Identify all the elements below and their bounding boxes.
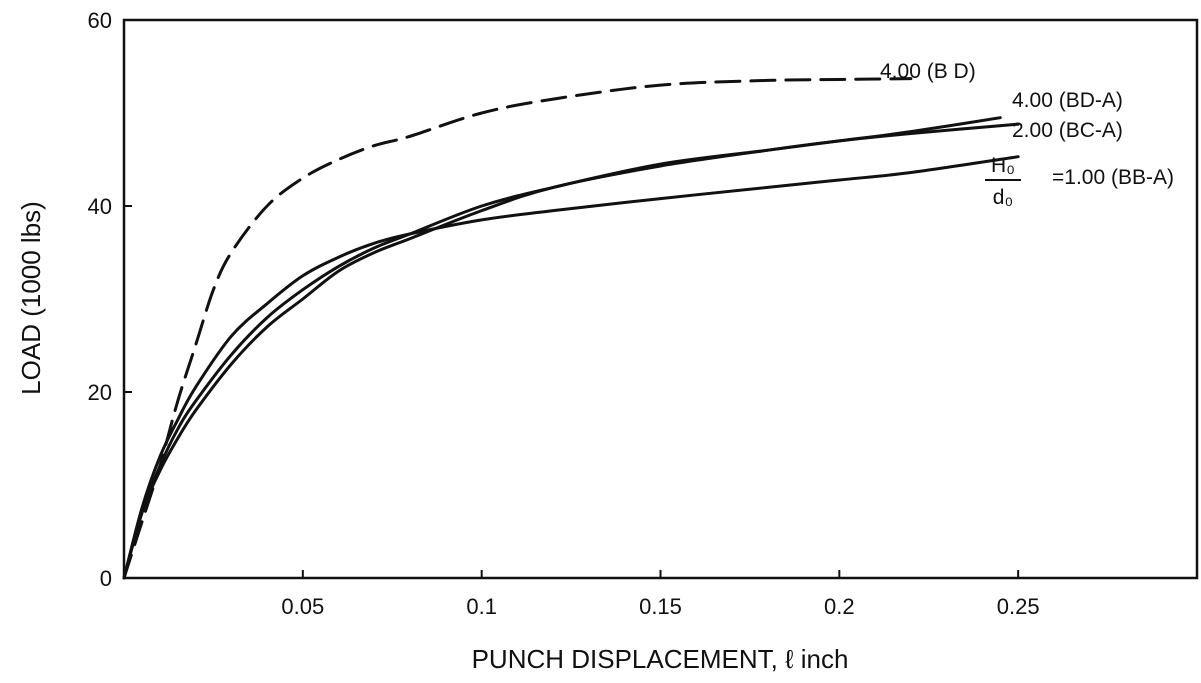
y-tick-label: 20 (88, 380, 112, 405)
fraction-numerator: H₀ (991, 154, 1015, 177)
series-label-4-00-bd-a: 4.00 (BD-A) (1012, 89, 1123, 112)
x-tick-label: 0.05 (281, 594, 324, 619)
x-tick-label: 0.1 (466, 594, 497, 619)
series-label-1-00-bb-a: =1.00 (BB-A) (1052, 166, 1174, 189)
fraction-denominator: d₀ (993, 186, 1013, 209)
y-axis: 0 20 40 60 (88, 8, 132, 591)
x-axis: 0.05 0.1 0.15 0.2 0.25 (281, 570, 1040, 619)
y-tick-label: 0 (100, 566, 112, 591)
y-axis-title: LOAD (1000 lbs) (16, 201, 46, 395)
series-label-2-00-bc-a: 2.00 (BC-A) (1012, 119, 1123, 142)
x-axis-title: PUNCH DISPLACEMENT, ℓ inch (472, 644, 849, 674)
series-label-4-00-b-d: 4.00 (B D) (880, 60, 976, 83)
y-tick-label: 40 (88, 194, 112, 219)
series-group (122, 77, 1020, 580)
series-line-2-00-bc-a (122, 122, 1020, 580)
series-labels: 4.00 (B D) 4.00 (BD-A) 2.00 (BC-A) =1.00 (B… (880, 60, 1174, 209)
y-tick-label: 60 (88, 8, 112, 33)
x-tick-label: 0.2 (824, 594, 855, 619)
series-line-4-00-b-d (122, 77, 913, 580)
x-tick-label: 0.25 (997, 594, 1040, 619)
x-tick-label: 0.15 (639, 594, 682, 619)
series-line-1-00-bb-a (122, 155, 1020, 580)
